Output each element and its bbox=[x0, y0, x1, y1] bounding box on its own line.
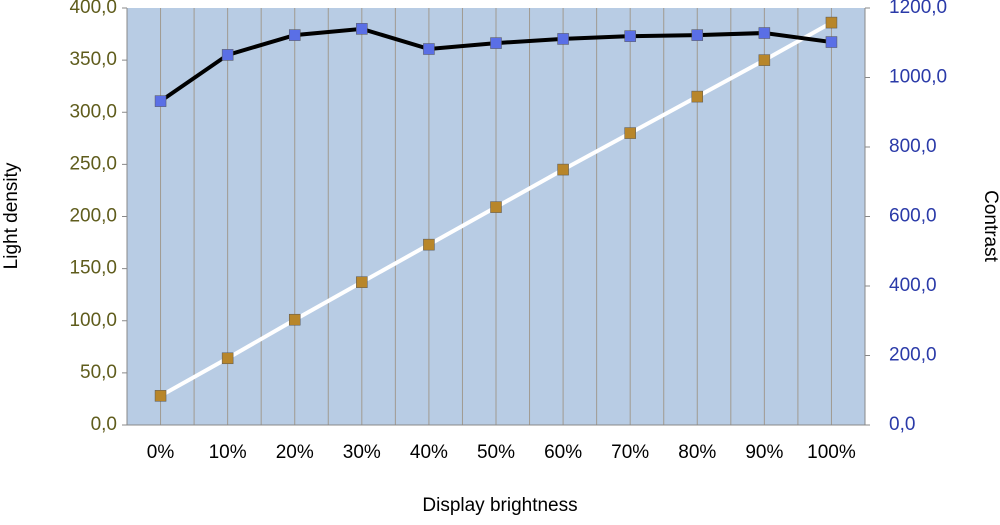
y-tick-label: 50,0 bbox=[80, 362, 117, 383]
marker bbox=[221, 352, 234, 365]
marker bbox=[490, 201, 502, 213]
x-tick-label: 100% bbox=[807, 442, 856, 463]
marker bbox=[691, 29, 704, 41]
x-tick-label: 70% bbox=[611, 442, 649, 463]
x-tick-label: 50% bbox=[477, 442, 515, 463]
y2-tick-label: 200,0 bbox=[889, 345, 937, 366]
marker bbox=[356, 276, 368, 288]
marker bbox=[154, 390, 167, 402]
y-tick-label: 400,0 bbox=[69, 0, 117, 18]
y2-tick-label: 0,0 bbox=[889, 414, 915, 435]
x-tick-label: 90% bbox=[745, 442, 783, 463]
y2-tick-label: 1200,0 bbox=[889, 0, 947, 18]
y-tick-label: 0,0 bbox=[91, 414, 117, 435]
marker bbox=[758, 54, 771, 66]
marker bbox=[557, 33, 569, 45]
x-tick-label: 20% bbox=[276, 442, 314, 463]
y-axis-title: Light density bbox=[1, 162, 22, 269]
y2-tick-label: 600,0 bbox=[889, 206, 937, 227]
y2-axis-title: Contrast bbox=[980, 190, 1000, 263]
y-tick-label: 300,0 bbox=[69, 101, 117, 122]
x-tick-label: 30% bbox=[343, 442, 381, 463]
marker bbox=[758, 27, 771, 39]
marker bbox=[423, 43, 435, 55]
y2-tick-label: 1000,0 bbox=[889, 67, 947, 88]
x-axis-title: Display brightness bbox=[422, 495, 577, 516]
marker bbox=[825, 36, 838, 48]
marker bbox=[825, 16, 838, 29]
y-tick-label: 100,0 bbox=[69, 310, 117, 331]
marker bbox=[288, 313, 301, 326]
x-tick-label: 80% bbox=[678, 442, 716, 463]
marker bbox=[154, 95, 167, 107]
marker bbox=[288, 29, 301, 41]
y-tick-label: 150,0 bbox=[69, 258, 117, 279]
y2-tick-label: 800,0 bbox=[889, 136, 937, 157]
x-tick-label: 0% bbox=[147, 442, 175, 463]
marker bbox=[423, 238, 435, 251]
x-tick-label: 40% bbox=[410, 442, 448, 463]
marker bbox=[557, 163, 569, 176]
y2-tick-label: 400,0 bbox=[889, 275, 937, 296]
marker bbox=[624, 127, 636, 139]
marker bbox=[691, 90, 704, 103]
marker bbox=[624, 30, 636, 42]
x-tick-label: 10% bbox=[209, 442, 247, 463]
marker bbox=[490, 37, 502, 49]
marker bbox=[356, 23, 368, 35]
marker bbox=[221, 49, 234, 61]
y-tick-label: 200,0 bbox=[69, 206, 117, 227]
x-tick-label: 60% bbox=[544, 442, 582, 463]
y-tick-label: 250,0 bbox=[69, 153, 117, 174]
y-tick-label: 350,0 bbox=[69, 49, 117, 70]
